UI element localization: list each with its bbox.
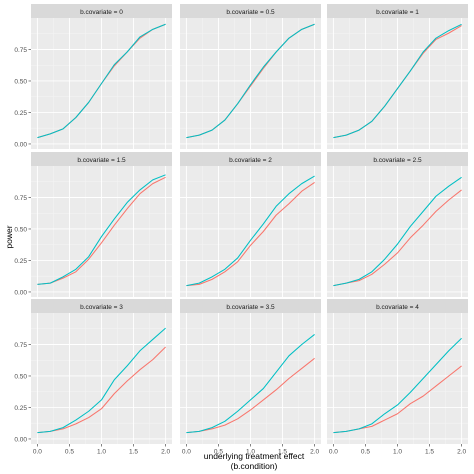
- facet-strip-label: b.covariate = 3.5: [226, 304, 275, 311]
- x-tick-label: 1.5: [129, 449, 138, 456]
- facet-strip-label: b.covariate = 0.5: [226, 9, 275, 16]
- facet-panel: b.covariate = 2: [180, 152, 321, 297]
- facet-panel: b.covariate = 4 0.0 0.5 1.0 1.5 2.0: [327, 299, 468, 456]
- series-line-1: [186, 357, 315, 434]
- facet-strip-label: b.covariate = 2.5: [373, 157, 422, 164]
- y-tick-label: 0.75: [14, 342, 27, 349]
- facet-strip-label: b.covariate = 4: [376, 304, 419, 311]
- series-line-2: [333, 176, 462, 287]
- x-tick-label: 0.0: [182, 449, 191, 456]
- x-tick-label: 0.0: [329, 449, 338, 456]
- facet-strip-label: b.covariate = 2: [229, 157, 272, 164]
- facet-panel: b.covariate = 3.5 0.0 0.5 1.0 1.5 2.0: [180, 299, 321, 456]
- facet-strip: [180, 152, 321, 166]
- facet-panel: b.covariate = 2.5: [327, 152, 468, 297]
- y-tick-label: 0.25: [14, 110, 27, 117]
- y-tick-label: 0.50: [14, 78, 27, 85]
- x-tick-label: 1.0: [97, 449, 106, 456]
- x-tick-label: 1.5: [425, 449, 434, 456]
- facet-strip: [327, 152, 468, 166]
- facet-panel: b.covariate = 3 0.00 0.25 0.50 0.75 0.0 0.5 1.0…: [14, 299, 172, 456]
- x-tick-label: 1.5: [278, 449, 287, 456]
- y-tick-label: 0.75: [14, 47, 27, 54]
- facet-strip: [327, 299, 468, 313]
- facet-strip-label: b.covariate = 3: [80, 304, 123, 311]
- series-line-1: [37, 346, 166, 434]
- x-tick-label: 0.5: [361, 449, 370, 456]
- x-tick-label: 1.0: [393, 449, 402, 456]
- x-tick-label: 2.0: [310, 449, 319, 456]
- y-tick-label: 0.00: [14, 141, 27, 148]
- facet-panel: b.covariate = 1.5 0.00 0.25 0.50 0.75: [14, 152, 172, 297]
- x-tick-label: 2.0: [161, 449, 170, 456]
- series-line-2: [186, 23, 315, 139]
- y-axis-title: power: [4, 225, 14, 248]
- series-line-2: [333, 23, 462, 139]
- series-line-2: [37, 174, 166, 285]
- y-tick-label: 0.25: [14, 258, 27, 265]
- facet-panel: b.covariate = 1: [327, 4, 468, 149]
- facet-strip: [31, 4, 172, 18]
- x-tick-label: 1.0: [246, 449, 255, 456]
- x-tick-label: 2.0: [457, 449, 466, 456]
- x-axis-title-line2: (b.condition): [231, 461, 278, 471]
- facet-strip-label: b.covariate = 0: [80, 9, 123, 16]
- series-line-2: [333, 337, 462, 434]
- facet-panel: b.covariate = 0 0.00 0.25 0.50 0.75: [14, 4, 172, 149]
- facet-panel: b.covariate = 0.5: [180, 4, 321, 149]
- x-axis-title: underlying treatment effect: [204, 451, 305, 461]
- series-line-1: [37, 176, 166, 285]
- y-tick-label: 0.50: [14, 373, 27, 380]
- y-tick-label: 0.75: [14, 195, 27, 202]
- facet-strip: [327, 4, 468, 18]
- series-line-2: [37, 327, 166, 434]
- series-line-1: [333, 189, 462, 287]
- series-line-2: [186, 175, 315, 287]
- y-tick-label: 0.50: [14, 226, 27, 233]
- x-tick-label: 0.5: [214, 449, 223, 456]
- series-line-2: [186, 333, 315, 434]
- y-tick-label: 0.00: [14, 289, 27, 296]
- y-tick-label: 0.00: [14, 436, 27, 443]
- facet-strip: [31, 152, 172, 166]
- x-tick-label: 0.5: [65, 449, 74, 456]
- facet-panels: b.covariate = 00.000.250.500.75b.covaria…: [14, 4, 468, 456]
- facet-strip-label: b.covariate = 1: [376, 9, 419, 16]
- facet-strip: [180, 299, 321, 313]
- y-tick-label: 0.25: [14, 405, 27, 412]
- facet-strip-label: b.covariate = 1.5: [77, 157, 126, 164]
- facet-strip: [31, 299, 172, 313]
- facet-strip: [180, 4, 321, 18]
- series-line-1: [186, 181, 315, 287]
- series-line-2: [37, 23, 166, 139]
- x-tick-label: 0.0: [33, 449, 42, 456]
